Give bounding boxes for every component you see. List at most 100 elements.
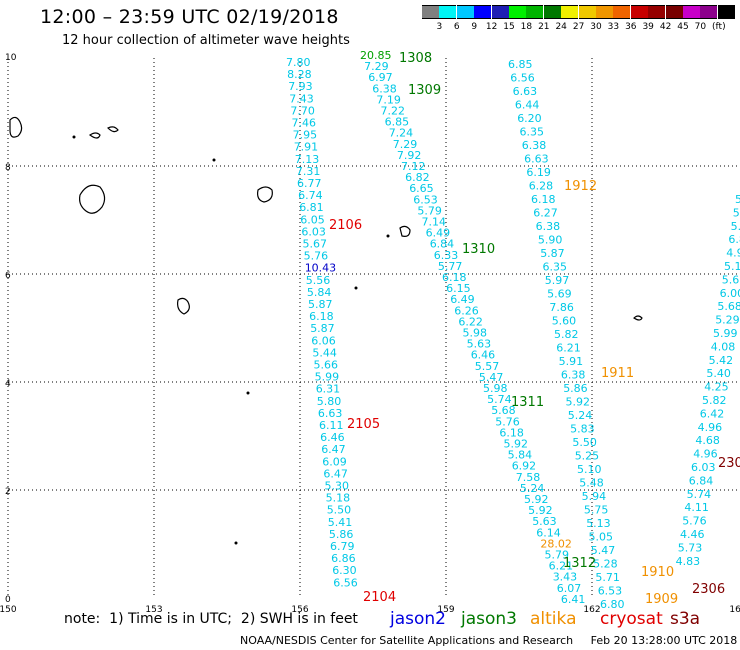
wave-height-value: 7.46 <box>292 117 317 130</box>
wave-height-value: 7.31 <box>296 165 321 178</box>
wave-height-value: 5.86 <box>329 528 354 541</box>
wave-height-value: 7.70 <box>290 104 315 117</box>
wave-height-value: 7.14 <box>422 216 447 229</box>
wave-height-value: 5.82 <box>554 328 579 341</box>
legend-label: 36 <box>625 22 637 32</box>
legend-label: 21 <box>538 22 550 32</box>
wave-height-value: 5.47 <box>591 544 616 557</box>
legend-swatch <box>700 5 718 19</box>
wave-height-value: 6.38 <box>561 369 586 382</box>
wave-height-value: 10.43 <box>305 262 337 275</box>
wave-height-value: 6.79 <box>330 540 355 553</box>
wave-height-value: 5.7 <box>733 206 740 219</box>
islet-dot <box>234 541 238 545</box>
legend-swatch <box>422 5 439 19</box>
wave-height-value: 4.96 <box>693 448 718 461</box>
wave-height-value: 5.98 <box>463 327 488 340</box>
wave-height-value: 6.46 <box>471 349 496 362</box>
wave-height-value: 6.44 <box>515 99 540 112</box>
wave-height-value: 6.38 <box>536 220 561 233</box>
wave-height-value: 5.6 <box>731 220 740 233</box>
track-label: 1309 <box>408 83 441 98</box>
wave-height-value: 5.66 <box>314 359 339 372</box>
wave-height-value: 6.63 <box>524 153 549 166</box>
legend-swatch <box>717 5 735 19</box>
wave-height-value: 5.80 <box>317 395 342 408</box>
wave-height-value: 6.03 <box>691 461 716 474</box>
wave-height-value: 6.86 <box>331 552 356 565</box>
wave-height-value: 5.84 <box>307 286 332 299</box>
island-outline <box>106 126 119 133</box>
wave-height-value: 4.68 <box>695 434 720 447</box>
track-label: 1308 <box>399 51 432 66</box>
wave-height-value: 4.46 <box>680 528 705 541</box>
wave-height-value: 5.97 <box>545 274 570 287</box>
wave-height-value: 6.03 <box>301 225 326 238</box>
wave-height-value: 6.41 <box>561 593 586 606</box>
legend-label: 9 <box>471 22 478 32</box>
wave-height-value: 5.65 <box>735 193 740 206</box>
legend-label: 27 <box>572 22 585 32</box>
islet-dot <box>212 158 216 162</box>
wave-height-value: 6.8 <box>728 233 740 246</box>
satellite-altika: altika <box>530 609 577 629</box>
wave-height-value: 6.56 <box>510 72 535 85</box>
wave-height-value: 6.84 <box>430 238 455 251</box>
wave-height-value: 5.29 <box>715 314 740 327</box>
x-tick-label: 162 <box>583 605 600 615</box>
wave-height-value: 6.33 <box>434 249 459 262</box>
legend-swatch <box>665 5 683 19</box>
wave-height-value: 6.38 <box>372 82 397 95</box>
wave-height-value: 5.18 <box>326 492 351 505</box>
wave-height-value: 6.42 <box>700 407 725 420</box>
wave-height-value: 6.49 <box>450 293 475 306</box>
wave-height-value: 4.25 <box>704 381 729 394</box>
island-outline <box>88 132 101 139</box>
wave-height-value: 7.93 <box>288 80 313 93</box>
wave-height-value: 6.77 <box>297 177 322 190</box>
wave-height-value: 5.94 <box>582 490 607 503</box>
wave-height-value: 5.68 <box>722 273 740 286</box>
wave-height-value: 4.95 <box>726 247 740 260</box>
wave-height-value: 5.74 <box>487 393 512 406</box>
legend-label: 70 <box>694 22 707 32</box>
wave-height-value: 5.98 <box>483 382 508 395</box>
wave-height-value: 5.63 <box>532 515 557 528</box>
wave-height-value: 5.63 <box>467 338 492 351</box>
wave-height-value: 6.22 <box>458 315 483 328</box>
wave-height-value: 7.24 <box>389 127 414 140</box>
wave-height-value: 7.22 <box>381 105 406 118</box>
wave-height-value: 6.28 <box>529 180 554 193</box>
wave-height-value: 5.83 <box>570 423 595 436</box>
island-outline <box>257 186 273 203</box>
wave-height-value: 5.82 <box>702 394 727 407</box>
y-tick-label: 6 <box>5 271 11 281</box>
wave-height-value: 5.90 <box>538 234 563 247</box>
x-tick-label: 156 <box>291 605 308 615</box>
wave-height-value: 6.35 <box>543 261 568 274</box>
x-tick-label: 153 <box>145 605 162 615</box>
wave-height-value: 6.00 <box>720 287 740 300</box>
wave-height-value: 6.09 <box>322 455 347 468</box>
wave-height-value: 6.53 <box>598 585 623 598</box>
legend-label: 12 <box>485 22 498 32</box>
wave-height-value: 5.69 <box>547 288 572 301</box>
islet-dot <box>72 135 76 139</box>
wave-height-value: 5.28 <box>593 558 618 571</box>
island-outline <box>177 297 190 315</box>
track-label: 230 <box>718 456 740 471</box>
wave-height-value: 6.18 <box>499 426 524 439</box>
y-tick-label: 10 <box>5 53 17 63</box>
wave-height-value: 6.35 <box>520 126 545 139</box>
legend-swatch <box>578 5 596 19</box>
wave-height-value: 6.30 <box>332 564 357 577</box>
wave-height-value: 6.49 <box>426 227 451 240</box>
wave-height-value: 5.76 <box>495 415 520 428</box>
legend-label: (ft) <box>712 22 726 32</box>
track-label: 1912 <box>564 179 597 194</box>
wave-height-value: 5.71 <box>595 571 620 584</box>
wave-height-value: 6.82 <box>405 171 430 184</box>
legend-swatch <box>509 5 526 19</box>
track-label: 2306 <box>692 582 725 597</box>
